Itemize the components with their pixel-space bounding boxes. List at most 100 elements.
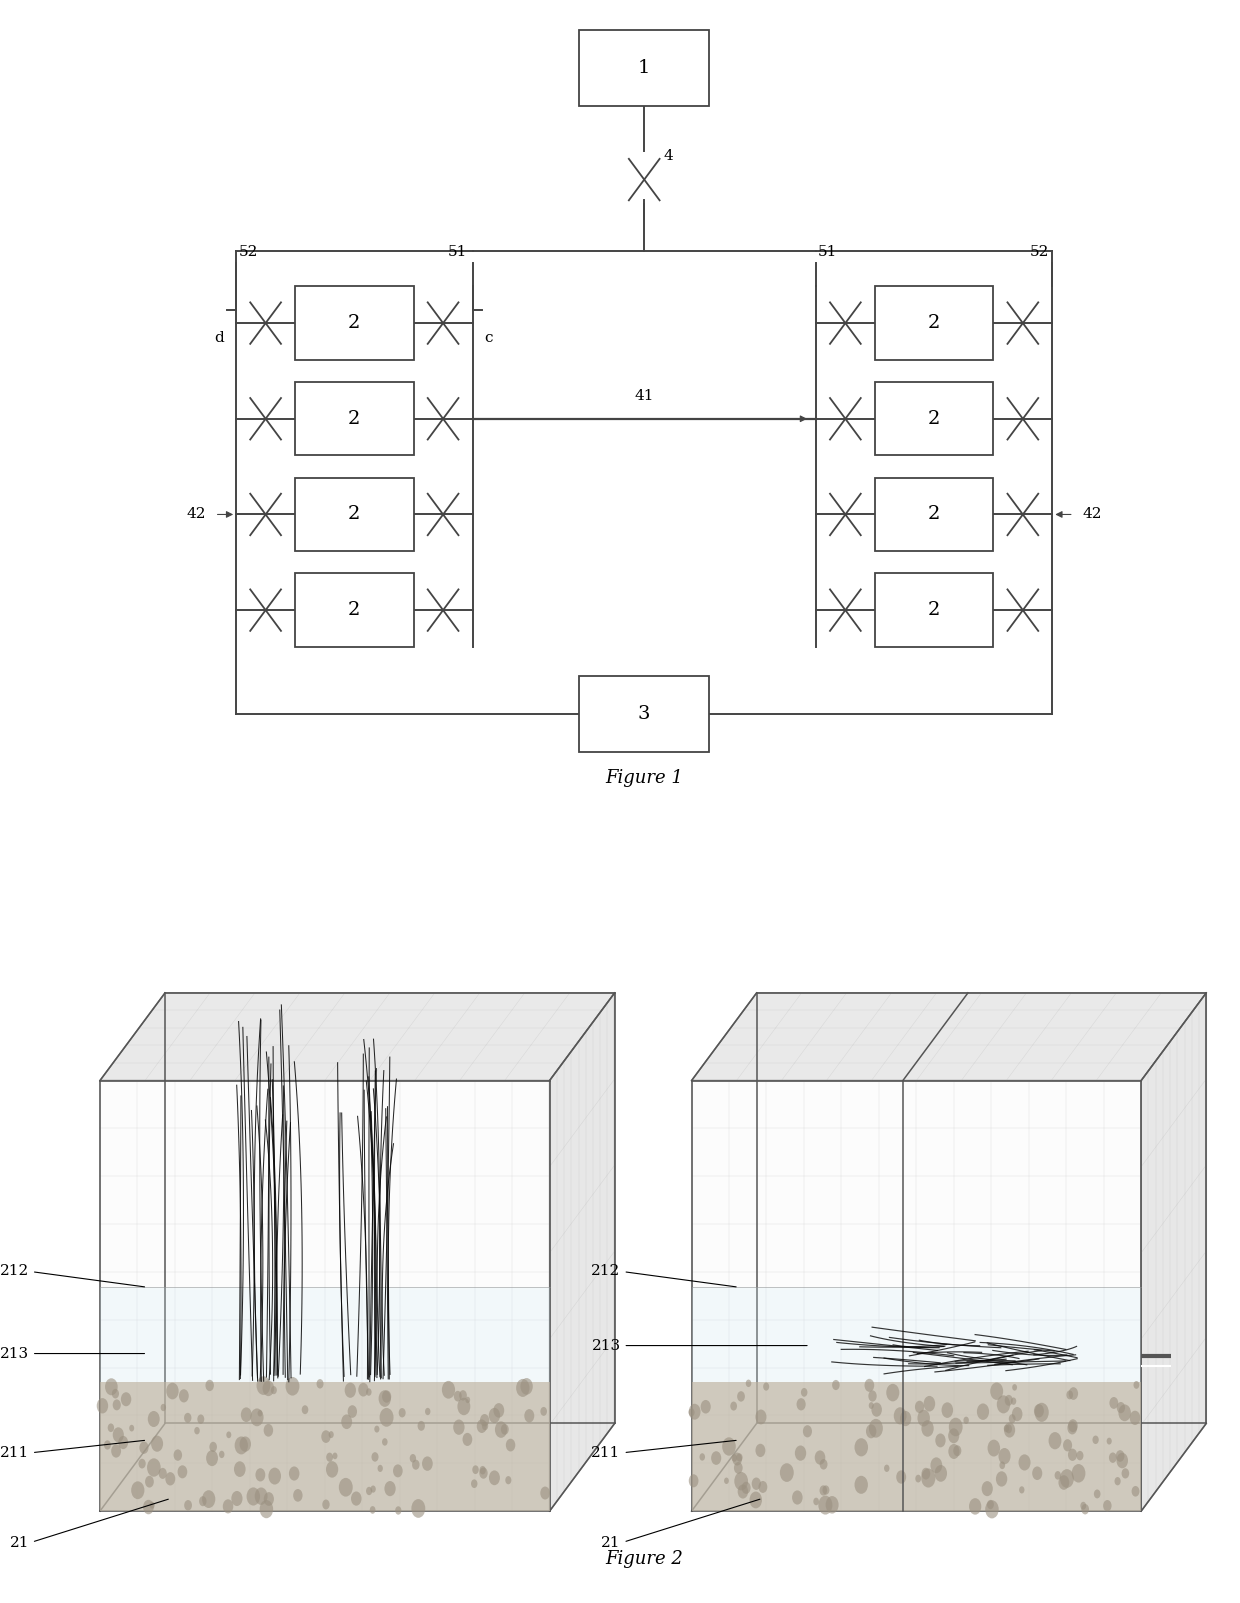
Circle shape <box>108 1423 114 1431</box>
Circle shape <box>1109 1452 1117 1464</box>
Circle shape <box>1080 1502 1086 1510</box>
Circle shape <box>139 1441 149 1454</box>
Circle shape <box>341 1414 352 1430</box>
Circle shape <box>382 1390 392 1403</box>
Circle shape <box>234 1462 246 1476</box>
Circle shape <box>688 1475 698 1488</box>
Circle shape <box>1063 1439 1073 1451</box>
Circle shape <box>197 1414 205 1423</box>
Circle shape <box>113 1427 124 1443</box>
Circle shape <box>241 1407 252 1422</box>
Circle shape <box>118 1436 128 1449</box>
Circle shape <box>329 1431 334 1438</box>
Circle shape <box>226 1431 232 1438</box>
Circle shape <box>418 1420 425 1431</box>
Circle shape <box>987 1439 1001 1457</box>
Circle shape <box>1068 1422 1078 1435</box>
Circle shape <box>982 1481 993 1496</box>
Text: 2: 2 <box>348 314 361 332</box>
Circle shape <box>730 1401 737 1411</box>
Circle shape <box>412 1460 419 1470</box>
Circle shape <box>1116 1452 1128 1468</box>
Bar <box>295 574 413 648</box>
Circle shape <box>263 1380 274 1396</box>
Text: d: d <box>215 332 224 345</box>
Text: 2: 2 <box>928 601 940 619</box>
Circle shape <box>1004 1395 1013 1406</box>
Circle shape <box>1009 1414 1016 1423</box>
Circle shape <box>301 1406 309 1414</box>
Circle shape <box>370 1507 376 1513</box>
Circle shape <box>378 1390 391 1407</box>
Bar <box>875 382 993 455</box>
Circle shape <box>454 1391 461 1401</box>
Circle shape <box>326 1452 334 1462</box>
Circle shape <box>915 1475 921 1483</box>
Text: 2: 2 <box>928 410 940 428</box>
Circle shape <box>724 1478 729 1484</box>
Circle shape <box>949 1444 960 1459</box>
Circle shape <box>185 1500 192 1510</box>
Circle shape <box>112 1444 122 1457</box>
Circle shape <box>202 1491 216 1508</box>
Circle shape <box>780 1464 794 1481</box>
Circle shape <box>465 1396 470 1403</box>
Text: 213: 213 <box>591 1339 807 1353</box>
Circle shape <box>150 1502 155 1508</box>
Text: Figure 1: Figure 1 <box>605 768 683 787</box>
Circle shape <box>1069 1387 1078 1399</box>
Circle shape <box>409 1454 417 1462</box>
Circle shape <box>120 1393 131 1406</box>
Circle shape <box>161 1404 166 1411</box>
Text: 4: 4 <box>663 149 673 162</box>
Circle shape <box>900 1411 911 1427</box>
Circle shape <box>1094 1489 1101 1499</box>
Circle shape <box>701 1399 711 1414</box>
Circle shape <box>1049 1431 1061 1449</box>
Circle shape <box>255 1468 265 1481</box>
Circle shape <box>463 1433 472 1446</box>
Circle shape <box>1019 1486 1024 1494</box>
Circle shape <box>159 1468 167 1480</box>
Circle shape <box>854 1476 868 1494</box>
Circle shape <box>1054 1472 1061 1480</box>
Bar <box>875 287 993 359</box>
Circle shape <box>104 1441 110 1449</box>
Text: 212: 212 <box>0 1265 145 1287</box>
Circle shape <box>1071 1464 1085 1483</box>
Circle shape <box>1116 1451 1125 1462</box>
Circle shape <box>755 1409 766 1425</box>
Bar <box>692 1382 1141 1512</box>
Circle shape <box>472 1465 479 1475</box>
Circle shape <box>711 1451 722 1465</box>
Circle shape <box>1106 1438 1112 1444</box>
Bar <box>579 30 709 106</box>
Circle shape <box>374 1425 379 1433</box>
Circle shape <box>471 1480 477 1488</box>
Circle shape <box>1121 1468 1130 1478</box>
Circle shape <box>818 1496 832 1515</box>
Polygon shape <box>549 992 615 1512</box>
Circle shape <box>1011 1398 1017 1404</box>
Circle shape <box>332 1452 337 1459</box>
Circle shape <box>1060 1468 1074 1488</box>
Circle shape <box>326 1462 339 1478</box>
Bar <box>295 478 413 551</box>
Circle shape <box>866 1425 877 1438</box>
Circle shape <box>751 1478 761 1489</box>
Circle shape <box>795 1446 806 1460</box>
Circle shape <box>854 1438 868 1457</box>
Circle shape <box>826 1496 838 1513</box>
Circle shape <box>289 1467 299 1481</box>
Circle shape <box>1076 1451 1084 1460</box>
Circle shape <box>733 1452 742 1465</box>
Circle shape <box>734 1472 748 1491</box>
Circle shape <box>820 1486 827 1496</box>
Bar <box>295 382 413 455</box>
Circle shape <box>541 1407 547 1415</box>
Circle shape <box>345 1382 356 1398</box>
Circle shape <box>377 1465 383 1472</box>
Circle shape <box>887 1383 899 1401</box>
Circle shape <box>148 1411 160 1427</box>
Circle shape <box>949 1428 960 1443</box>
